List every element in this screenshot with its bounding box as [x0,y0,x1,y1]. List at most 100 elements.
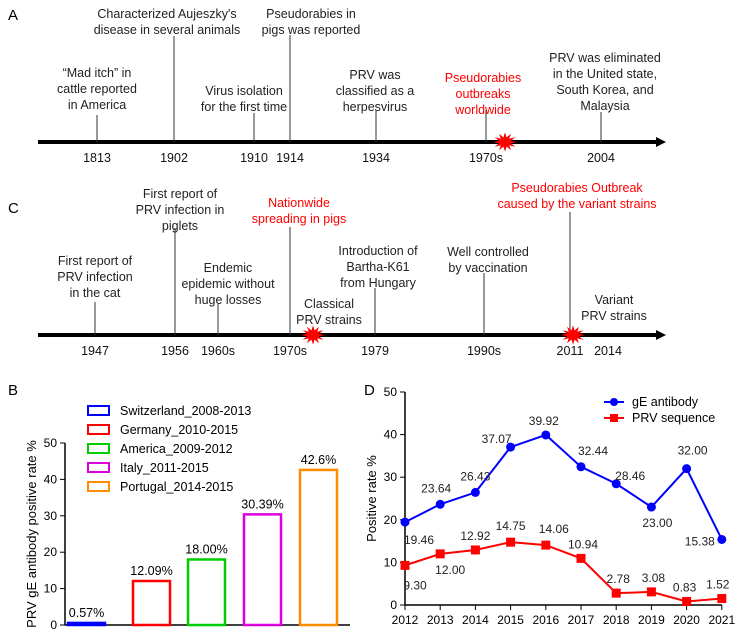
data-label: 32.00 [678,444,708,458]
event-label: piglets [162,219,198,233]
strain-annotation: PRV strains [296,313,362,327]
strain-annotation: Variant [595,293,634,307]
event-year: 1990s [467,344,501,358]
event-label: classified as a [336,84,415,98]
x-tick-label: 2014 [462,613,489,627]
data-label: 37.07 [482,432,512,446]
bar [131,579,172,627]
legend-label: America_2009-2012 [120,442,233,456]
event-label: cattle reported [57,82,137,96]
data-label: 12.09% [130,564,172,578]
event-year: 1813 [83,151,111,165]
event-label: disease in several animals [94,23,241,37]
event-label: in America [68,98,126,112]
data-point [400,517,410,527]
strain-annotation: PRV strains [581,309,647,323]
y-tick-label: 10 [44,582,58,596]
event-year: 1947 [81,344,109,358]
panel-label-b: B [8,382,18,399]
y-tick-label: 50 [384,385,398,399]
data-point [646,587,656,597]
data-point [541,430,551,440]
bar-chart-b: 0 10 20 30 40 50 PRV gE antibody positive rate… [24,404,350,632]
event-label: First report of [143,187,218,201]
data-label: 30.39% [241,497,283,511]
data-label: 32.44 [578,444,608,458]
event-year: 1934 [362,151,390,165]
timeline-c: 1947 First report of PRV infection in the c… [38,181,666,358]
panel-label-c: C [8,200,19,217]
data-point [611,588,621,598]
event-label: in the cat [70,286,121,300]
y-tick-label: 50 [44,436,58,450]
y-axis-label: Positive rate % [364,455,379,542]
series-line [404,433,723,540]
bar [242,513,283,627]
data-label: 39.92 [529,414,559,428]
event-year: 1970s [273,344,307,358]
data-point [470,545,480,555]
data-label: 26.43 [460,469,490,483]
data-point [646,502,656,512]
data-label: 1.52 [706,578,730,592]
event-year: 1910 [240,151,268,165]
legend-marker [610,414,618,422]
event-label: PRV infection [57,270,133,284]
event-year: 1979 [361,344,389,358]
data-label: 0.57% [69,606,104,620]
data-label: 23.00 [642,516,672,530]
y-axis-label: PRV gE antibody positive rate % [24,440,39,628]
event-label: caused by the variant strains [497,197,656,211]
data-label: 0.83 [673,580,697,594]
event-label: PRV infection in [136,203,225,217]
legend-label: Germany_2010-2015 [120,423,238,437]
event-label: Pseudorabies in [266,7,356,21]
event-year: 2004 [587,151,615,165]
strain-annotation: Classical [304,297,354,311]
line-chart-d: 0 10 20 30 40 50 2012 2013 2014 2015 2016 2017 2018 2… [364,385,735,627]
event-year: 2014 [594,344,622,358]
event-label: Pseudorabies [445,71,521,85]
event-label: Virus isolation [205,84,283,98]
legend-marker [610,398,618,406]
data-point [576,462,586,472]
data-label: 14.06 [539,522,569,536]
x-tick-label: 2013 [427,613,454,627]
event-label: for the first time [201,100,287,114]
y-tick-label: 0 [50,618,57,632]
event-label: huge losses [195,293,262,307]
data-point [400,560,410,570]
x-tick-label: 2018 [603,613,630,627]
data-label: 10.94 [568,537,598,551]
event-year: 1956 [161,344,189,358]
y-tick-label: 0 [390,598,397,612]
data-point [682,464,692,474]
x-tick-label: 2015 [497,613,524,627]
data-label: 12.92 [460,529,490,543]
data-point [717,534,727,544]
event-label: Bartha-K61 [346,260,409,274]
outbreak-star-icon [301,325,325,345]
event-label: “Mad itch” in [63,66,132,80]
data-label: 23.64 [421,481,451,495]
legend-label: Portugal_2014-2015 [120,480,233,494]
legend-swatch [87,481,110,492]
y-tick-label: 10 [384,555,398,569]
bar [298,468,339,627]
data-point [611,479,621,489]
event-label: from Hungary [340,276,416,290]
data-point [435,549,445,559]
x-tick-label: 2019 [638,613,665,627]
panel-label-a: A [8,7,18,24]
x-tick-label: 2016 [532,613,559,627]
data-label: 18.00% [185,542,227,556]
data-label: 12.00 [435,563,465,577]
data-point [506,537,516,547]
data-label: 19.46 [404,533,434,547]
data-point [435,499,445,509]
event-label: First report of [58,254,133,268]
event-label: South Korea, and [556,83,653,97]
outbreak-star-icon [561,325,585,345]
event-label: Malaysia [580,99,629,113]
